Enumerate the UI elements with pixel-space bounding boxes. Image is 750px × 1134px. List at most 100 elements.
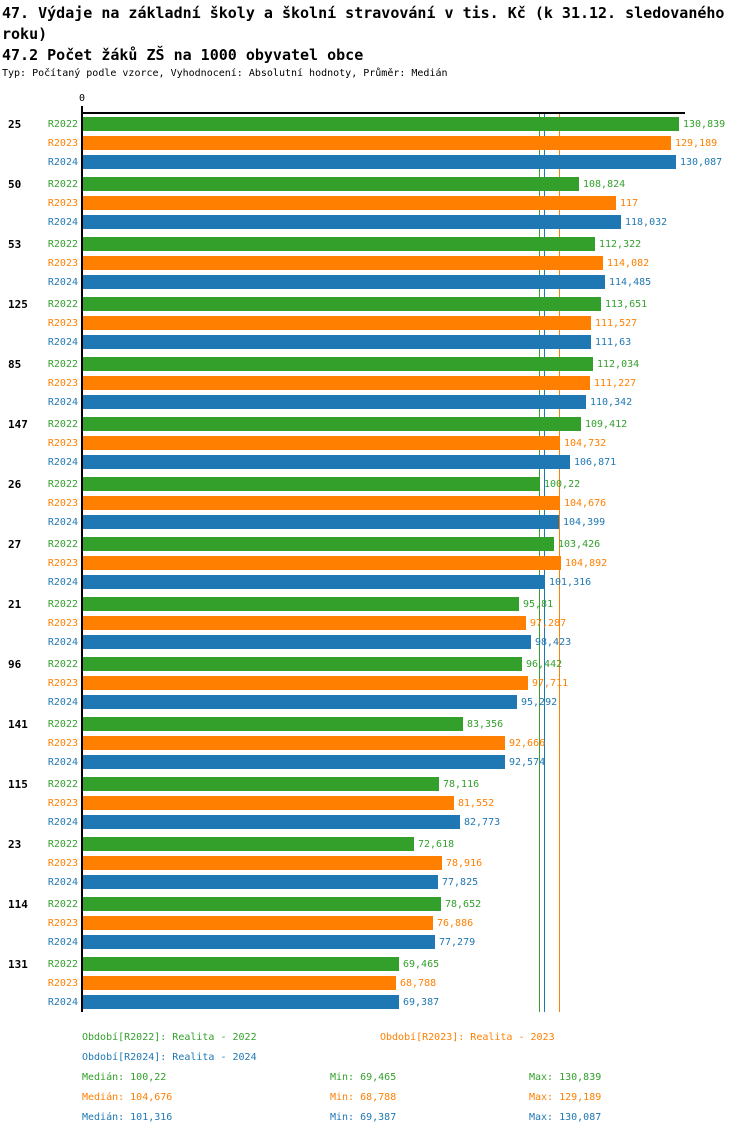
bar-r2022-115 [83, 777, 439, 791]
category-label-125: 125 [8, 298, 28, 311]
value-label-r2024-141: 92,574 [509, 757, 546, 768]
bar-r2023-23 [83, 856, 442, 870]
series-label-r2024-21: R2024 [47, 637, 78, 648]
bar-r2024-125 [83, 335, 591, 349]
series-label-r2022-50: R2022 [47, 179, 78, 190]
value-label-r2024-96: 95,292 [521, 697, 558, 708]
chart-subtitle: 47.2 Počet žáků ZŠ na 1000 obyvatel obce [2, 46, 364, 64]
series-label-r2022-85: R2022 [47, 359, 78, 370]
stat-median-r2022: Medián: 100,22 [82, 1072, 167, 1083]
bar-r2022-141 [83, 717, 463, 731]
series-label-r2022-141: R2022 [47, 719, 78, 730]
value-label-r2023-21: 97,287 [530, 618, 567, 629]
value-label-r2024-26: 104,399 [563, 517, 606, 528]
category-label-141: 141 [8, 718, 28, 731]
category-label-25: 25 [8, 118, 22, 131]
bar-r2024-50 [83, 215, 621, 229]
value-label-r2022-26: 100,22 [544, 479, 581, 490]
value-label-r2024-50: 118,032 [625, 217, 668, 228]
bar-r2024-53 [83, 275, 605, 289]
bar-r2022-21 [83, 597, 519, 611]
bar-r2024-25 [83, 155, 676, 169]
bar-r2022-50 [83, 177, 579, 191]
series-label-r2023-114: R2023 [47, 918, 78, 929]
category-label-147: 147 [8, 418, 28, 431]
series-label-r2022-131: R2022 [47, 959, 78, 970]
series-label-r2023-125: R2023 [47, 318, 78, 329]
bar-r2022-147 [83, 417, 581, 431]
bar-r2022-27 [83, 537, 554, 551]
bar-r2022-23 [83, 837, 414, 851]
value-label-r2023-23: 78,916 [446, 858, 483, 869]
series-label-r2022-114: R2022 [47, 899, 78, 910]
series-label-r2023-21: R2023 [47, 618, 78, 629]
series-label-r2022-21: R2022 [47, 599, 78, 610]
bar-r2024-147 [83, 455, 570, 469]
value-label-r2022-147: 109,412 [585, 419, 628, 430]
value-label-r2023-114: 76,886 [437, 918, 474, 929]
value-label-r2023-53: 114,082 [607, 258, 650, 269]
value-label-r2023-115: 81,552 [458, 798, 495, 809]
value-label-r2024-85: 110,342 [590, 397, 633, 408]
value-label-r2022-23: 72,618 [418, 839, 455, 850]
stat-min-r2024: Min: 69,387 [330, 1112, 397, 1123]
bar-r2023-115 [83, 796, 454, 810]
series-label-r2023-53: R2023 [47, 258, 78, 269]
series-label-r2023-25: R2023 [47, 138, 78, 149]
series-label-r2024-125: R2024 [47, 337, 78, 348]
x-axis-line [82, 112, 685, 114]
series-label-r2023-26: R2023 [47, 498, 78, 509]
value-label-r2023-131: 68,788 [400, 978, 437, 989]
series-label-r2022-96: R2022 [47, 659, 78, 670]
bar-r2024-23 [83, 875, 438, 889]
series-label-r2023-23: R2023 [47, 858, 78, 869]
value-label-r2023-27: 104,892 [565, 558, 608, 569]
category-label-85: 85 [8, 358, 22, 371]
bar-r2023-50 [83, 196, 616, 210]
category-label-50: 50 [8, 178, 22, 191]
value-label-r2024-147: 106,871 [574, 457, 617, 468]
series-label-r2022-23: R2022 [47, 839, 78, 850]
bar-r2023-26 [83, 496, 560, 510]
bar-r2024-131 [83, 995, 399, 1009]
bar-r2022-25 [83, 117, 679, 131]
bar-r2023-27 [83, 556, 561, 570]
value-label-r2024-25: 130,087 [680, 157, 723, 168]
legend-item-r2022: Období[R2022]: Realita - 2022 [82, 1032, 257, 1043]
category-label-21: 21 [8, 598, 22, 611]
series-label-r2023-115: R2023 [47, 798, 78, 809]
bar-r2023-85 [83, 376, 590, 390]
bar-r2022-96 [83, 657, 522, 671]
series-label-r2024-131: R2024 [47, 997, 78, 1008]
series-label-r2022-115: R2022 [47, 779, 78, 790]
series-label-r2024-141: R2024 [47, 757, 78, 768]
bar-r2022-85 [83, 357, 593, 371]
series-label-r2022-147: R2022 [47, 419, 78, 430]
value-label-r2022-27: 103,426 [558, 539, 601, 550]
category-label-23: 23 [8, 838, 22, 851]
series-label-r2024-114: R2024 [47, 937, 78, 948]
series-label-r2022-27: R2022 [47, 539, 78, 550]
series-label-r2023-131: R2023 [47, 978, 78, 989]
series-label-r2022-125: R2022 [47, 299, 78, 310]
bar-r2024-27 [83, 575, 545, 589]
stat-max-r2023: Max: 129,189 [529, 1092, 602, 1103]
value-label-r2022-131: 69,465 [403, 959, 440, 970]
bar-r2022-53 [83, 237, 595, 251]
y-axis-line [81, 106, 83, 1012]
bar-r2024-21 [83, 635, 531, 649]
bar-r2022-114 [83, 897, 441, 911]
series-label-r2022-26: R2022 [47, 479, 78, 490]
series-label-r2023-85: R2023 [47, 378, 78, 389]
stat-median-r2024: Medián: 101,316 [82, 1112, 173, 1123]
category-label-114: 114 [8, 898, 28, 911]
value-label-r2023-50: 117 [620, 198, 639, 209]
stat-max-r2024: Max: 130,087 [529, 1112, 602, 1123]
value-label-r2024-23: 77,825 [442, 877, 479, 888]
value-label-r2024-131: 69,387 [403, 997, 440, 1008]
series-label-r2023-27: R2023 [47, 558, 78, 569]
bar-r2023-131 [83, 976, 396, 990]
value-label-r2024-27: 101,316 [549, 577, 592, 588]
